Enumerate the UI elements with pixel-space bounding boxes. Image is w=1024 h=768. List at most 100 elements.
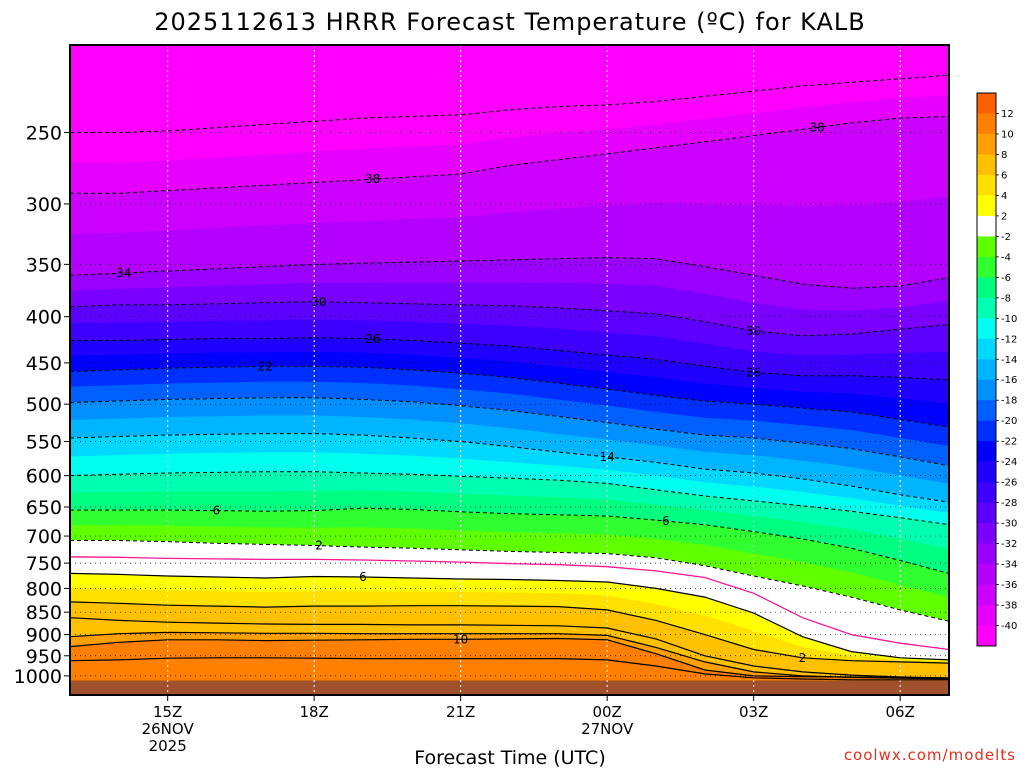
y-axis: 2503003504004505005506006507007508008509… <box>14 122 70 688</box>
colorbar-label: -28 <box>1001 498 1017 509</box>
colorbar-label: -18 <box>1001 396 1017 407</box>
contour-label: 14 <box>600 450 615 464</box>
colorbar-label: -36 <box>1001 580 1017 591</box>
y-tick-label: 850 <box>26 602 62 624</box>
colorbar-cell <box>977 625 996 647</box>
colorbar-label: -26 <box>1001 478 1017 489</box>
colorbar-label: 6 <box>1001 170 1007 181</box>
colorbar-cell <box>977 215 996 237</box>
y-tick-label: 650 <box>26 497 62 519</box>
x-tick-label: 06Z <box>885 703 914 721</box>
contour-line <box>70 572 949 661</box>
y-tick-label: 550 <box>26 432 62 454</box>
colorbar-label: -32 <box>1001 539 1017 550</box>
y-tick-label: 400 <box>26 307 62 329</box>
colorbar-cell <box>977 564 996 586</box>
colorbar-cell <box>977 400 996 422</box>
colorbar-label: 8 <box>1001 150 1007 161</box>
x-tick-label: 2025 <box>149 737 187 755</box>
colorbar-cell <box>977 482 996 504</box>
colorbar-label: -24 <box>1001 457 1017 468</box>
y-tick-label: 450 <box>26 353 62 375</box>
contour-line-warm <box>70 631 949 680</box>
colorbar-cell <box>977 502 996 524</box>
x-axis-label: Forecast Time (UTC) <box>414 747 605 768</box>
contour-line <box>70 540 949 622</box>
contour-label: 22 <box>258 359 273 373</box>
grid <box>70 45 949 695</box>
x-tick-label: 21Z <box>446 703 475 721</box>
colorbar-label: -22 <box>1001 437 1017 448</box>
colorbar-cell <box>977 256 996 278</box>
y-tick-label: 500 <box>26 394 62 416</box>
contour-line <box>70 257 949 289</box>
contour-label: 38 <box>810 120 825 134</box>
colorbar-cell <box>977 195 996 217</box>
colorbar-label: -2 <box>1001 232 1011 243</box>
x-tick-label: 03Z <box>739 703 768 721</box>
colorbar-label: -38 <box>1001 601 1017 612</box>
colorbar-frame <box>976 92 997 647</box>
x-tick-label: 00Z <box>592 703 621 721</box>
colorbar-cell <box>977 93 996 114</box>
colorbar-label: 10 <box>1001 129 1014 140</box>
contour-lines <box>70 74 949 681</box>
contour-line <box>70 116 949 194</box>
colorbar-cell <box>977 523 996 545</box>
plot-frame <box>69 44 950 696</box>
colorbar-cell <box>977 338 996 360</box>
contour-line-warm <box>70 657 949 681</box>
y-tick-label: 750 <box>26 553 62 575</box>
temperature-fill <box>70 45 949 695</box>
colorbar-cell <box>977 420 996 442</box>
colorbar-cell <box>977 236 996 258</box>
contour-label: 34 <box>116 266 131 280</box>
contour-label: 2 <box>799 651 807 665</box>
colorbar-cell <box>977 543 996 565</box>
y-tick-label: 950 <box>26 646 62 668</box>
fill-band-upper <box>70 45 949 133</box>
contour-label: 30 <box>746 324 761 338</box>
colorbar-label: -20 <box>1001 416 1017 427</box>
contour-label: 6 <box>359 570 367 584</box>
x-tick-label: 26NOV <box>142 720 195 738</box>
colorbar-label: 2 <box>1001 211 1007 222</box>
colorbar-cell <box>977 154 996 176</box>
contour-line <box>70 556 949 651</box>
colorbar-cell <box>977 113 996 135</box>
colorbar-label: -10 <box>1001 314 1017 325</box>
contour-line <box>70 601 949 664</box>
y-tick-label: 250 <box>26 122 62 144</box>
colorbar-cell <box>977 297 996 319</box>
chart-title: 2025112613 HRRR Forecast Temperature (ºC… <box>154 8 866 36</box>
contour-label: 38 <box>365 172 380 186</box>
ground-fill <box>70 680 949 695</box>
x-tick-label: 18Z <box>299 703 328 721</box>
y-tick-label: 300 <box>26 194 62 216</box>
credit-text: coolwx.com/modelts <box>844 746 1016 764</box>
contour-label: 30 <box>311 295 326 309</box>
contour-line <box>70 637 949 679</box>
colorbar-label: -6 <box>1001 273 1011 284</box>
colorbar-label: -4 <box>1001 252 1011 263</box>
y-tick-label: 900 <box>26 625 62 647</box>
colorbar-cell <box>977 441 996 463</box>
colorbar-label: -16 <box>1001 375 1017 386</box>
colorbar-label: -40 <box>1001 621 1017 632</box>
contour-line-warm <box>70 617 949 679</box>
colorbar-label: -30 <box>1001 519 1017 530</box>
colorbar-cell <box>977 461 996 483</box>
contour-label: 6 <box>213 504 221 518</box>
colorbar-cell <box>977 379 996 401</box>
colorbar-cell <box>977 605 996 627</box>
y-tick-label: 600 <box>26 466 62 488</box>
colorbar-cell <box>977 133 996 155</box>
colorbar-cell <box>977 318 996 340</box>
colorbar-cell <box>977 277 996 299</box>
y-tick-label: 350 <box>26 254 62 276</box>
colorbar-label: -12 <box>1001 334 1017 345</box>
colorbar-label: -34 <box>1001 560 1017 571</box>
